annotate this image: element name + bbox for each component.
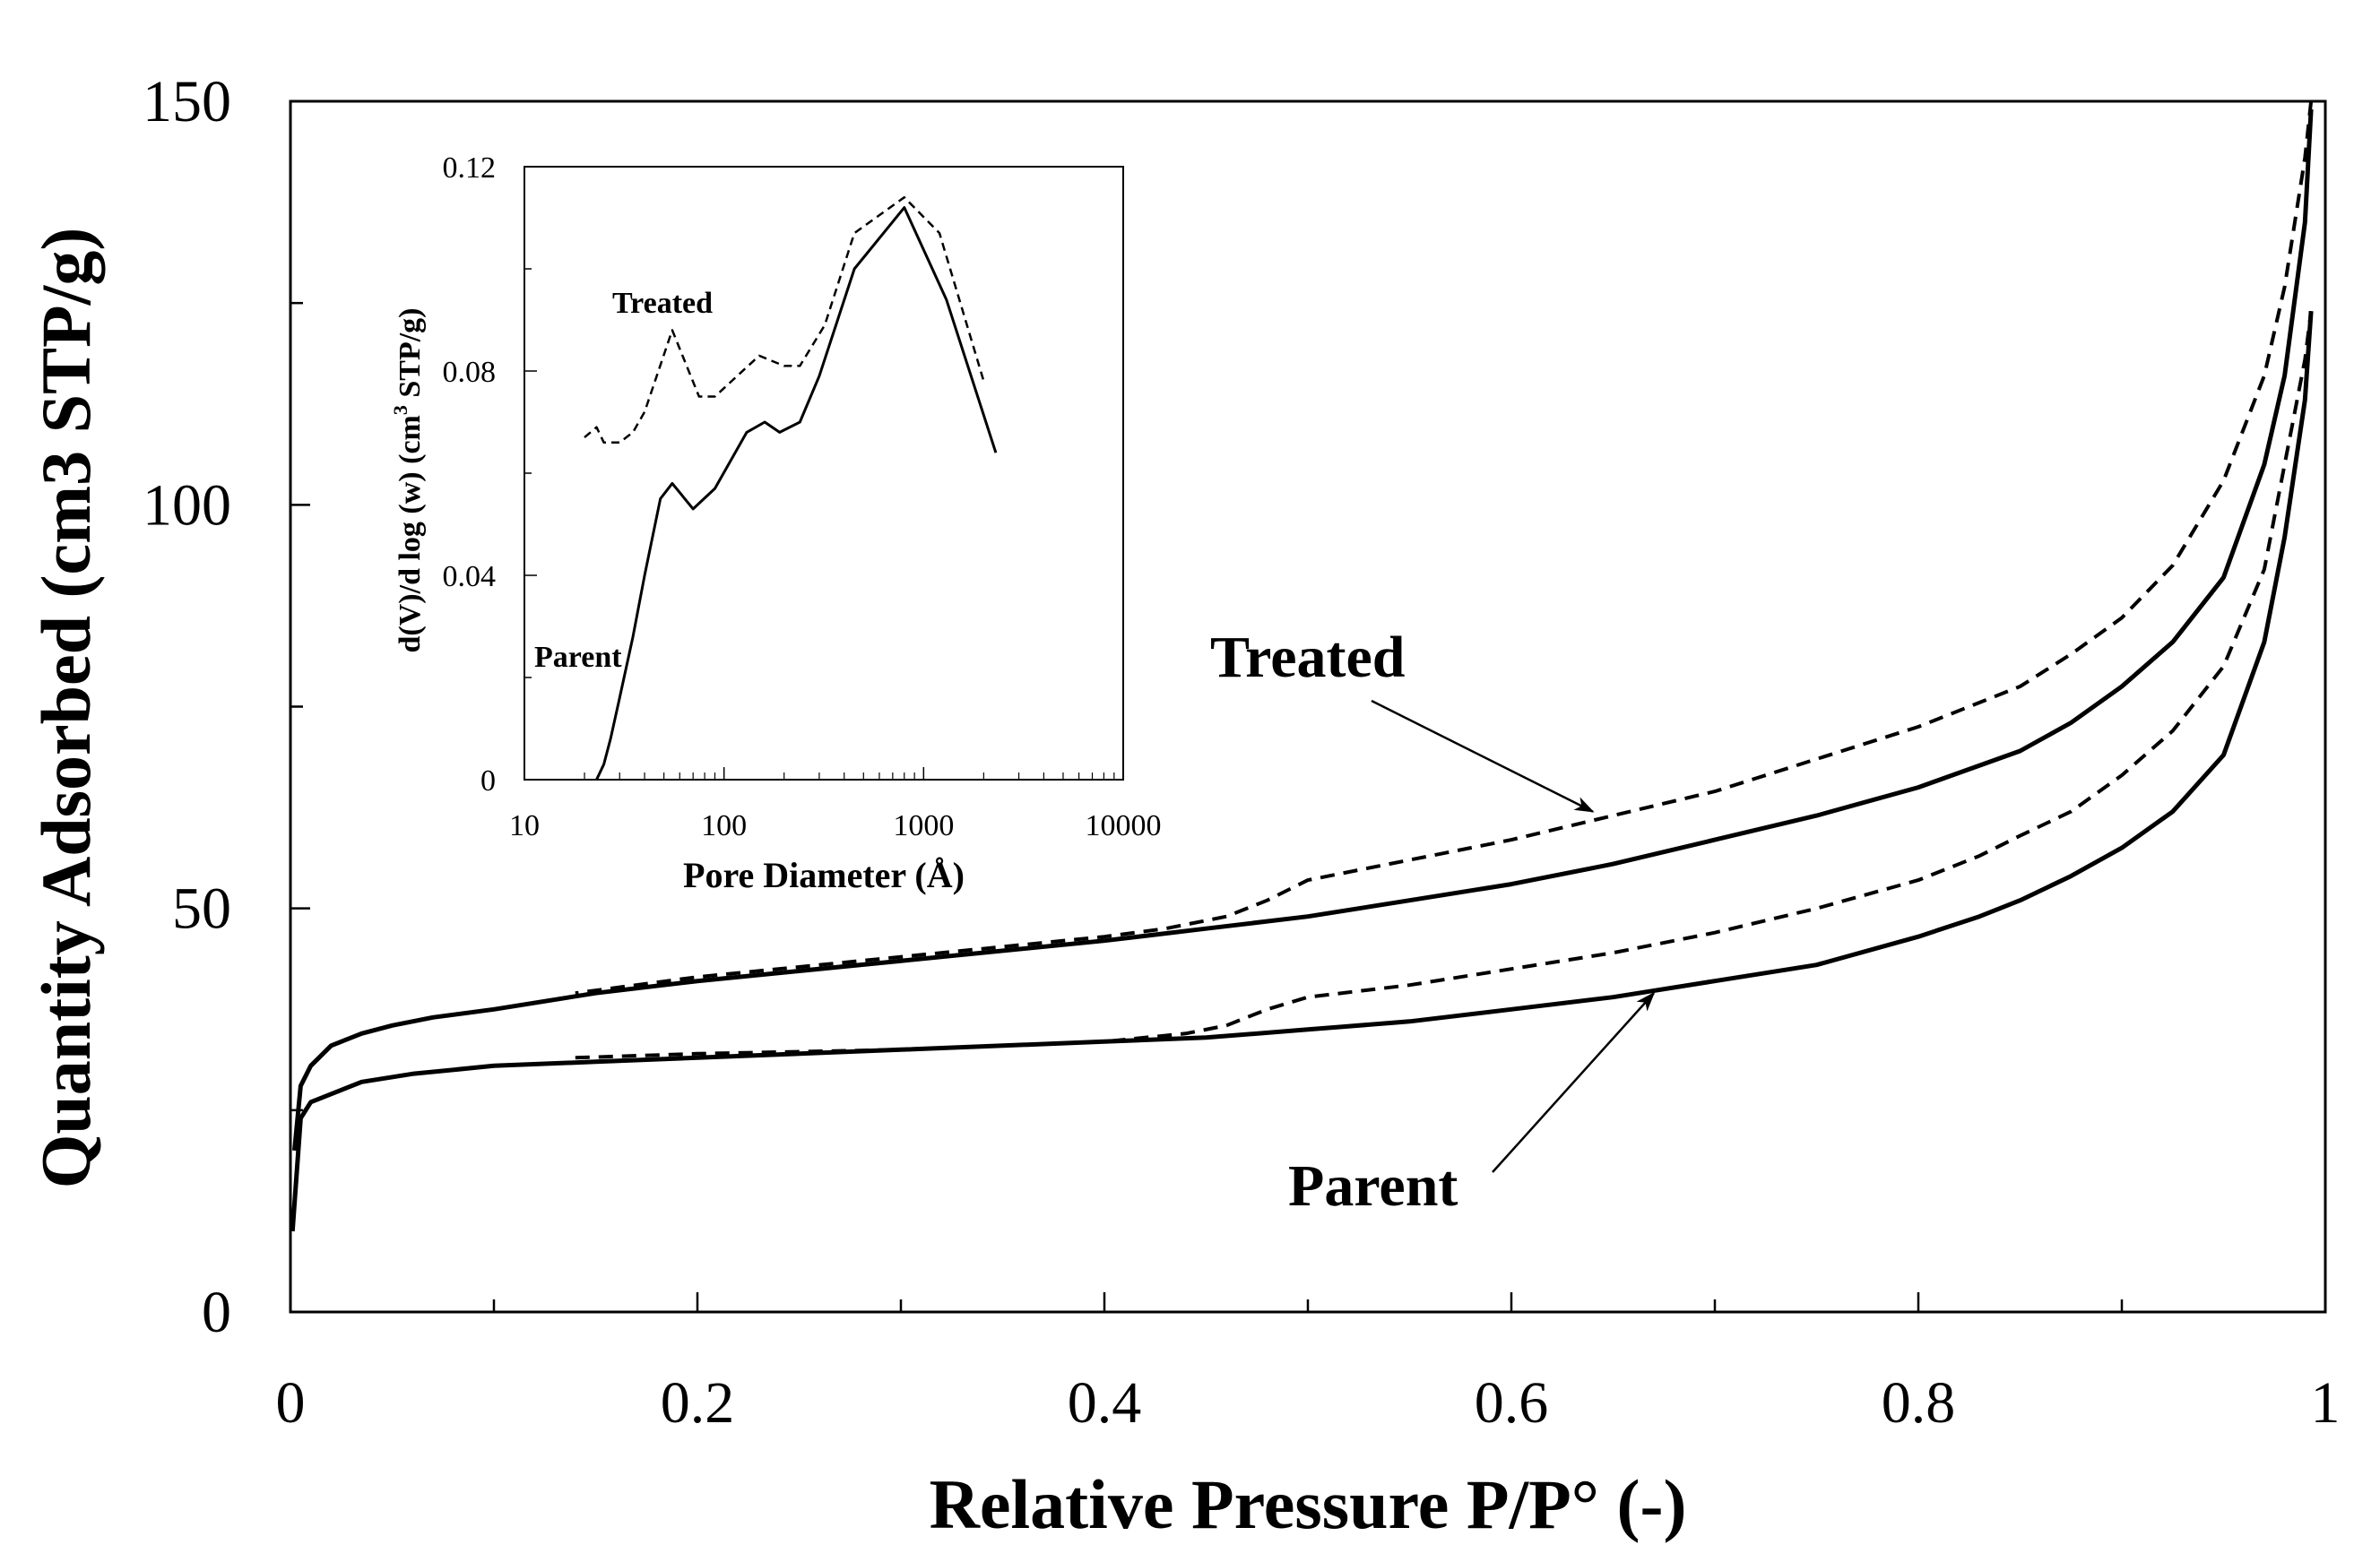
- inset-y-tick-label: 0.08: [443, 356, 497, 389]
- inset-plot-frame: [524, 166, 1124, 781]
- main-annotation-parent-arrow: [1492, 991, 1656, 1173]
- inset-annotation-parent: Parent: [534, 641, 622, 674]
- inset-y-tick-label: 0.12: [443, 151, 497, 185]
- main-y-axis-title: Quantity Adsorbed (cm3 STP/g): [27, 228, 105, 1189]
- main-x-tick-label: 0.2: [661, 1370, 735, 1436]
- main-x-tick-label: 1: [2311, 1370, 2341, 1436]
- main-y-tick-label: 150: [143, 69, 231, 134]
- inset-series-group: [584, 195, 998, 781]
- inset-tick-labels: 10 100 1000 10000 0 0.04 0.08 0.12: [443, 151, 1162, 842]
- inset-y-axis-title: d(V)/d log (w) (cm3 STP/g): [389, 308, 427, 653]
- main-annotation-treated-arrow: [1371, 699, 1595, 813]
- inset-x-tick-label: 10: [509, 809, 540, 842]
- main-y-tick-label: 100: [143, 472, 231, 538]
- main-series-treated-adsorption: [575, 310, 2314, 1060]
- inset-x-tick-label: 10000: [1086, 809, 1162, 842]
- main-x-tick-label: 0.4: [1068, 1370, 1142, 1436]
- main-y-tick-label: 50: [172, 876, 231, 942]
- inset-chart: 10 100 1000 10000 0 0.04 0.08 0.12 Pore Diamete…: [389, 151, 1162, 895]
- inset-annotation-treated: Treated: [612, 287, 713, 320]
- main-annotation-treated: Treated: [1210, 625, 1406, 690]
- inset-series-treated: [584, 195, 985, 444]
- main-x-axis-title: Relative Pressure P/P° (-): [930, 1465, 1687, 1543]
- inset-y-tick-label: 0.04: [443, 560, 497, 593]
- main-series-treated-desorption: [575, 100, 2314, 996]
- main-series-parent-desorption: [292, 108, 2314, 1152]
- main-y-tick-label: 0: [202, 1280, 231, 1345]
- inset-series-parent: [595, 206, 998, 781]
- inset-x-axis-title: Pore Diameter (Å): [683, 855, 965, 895]
- inset-axis-ticks: [524, 166, 1124, 781]
- inset-y-axis-title-superscript: 3: [389, 405, 411, 415]
- main-annotation-parent: Parent: [1288, 1153, 1458, 1219]
- main-x-tick-label: 0.8: [1882, 1370, 1956, 1436]
- inset-x-tick-label: 100: [701, 809, 747, 842]
- main-series-parent-adsorption: [290, 311, 2314, 1232]
- inset-x-tick-label: 1000: [893, 809, 954, 842]
- inset-y-tick-label: 0: [480, 764, 496, 798]
- main-x-tick-label: 0: [276, 1370, 306, 1436]
- inset-y-axis-title-end: STP/g): [394, 308, 427, 406]
- main-x-tick-label: 0.6: [1475, 1370, 1549, 1436]
- inset-y-axis-title-main: d(V)/d log (w) (cm: [394, 415, 427, 652]
- main-series-group: [290, 100, 2314, 1232]
